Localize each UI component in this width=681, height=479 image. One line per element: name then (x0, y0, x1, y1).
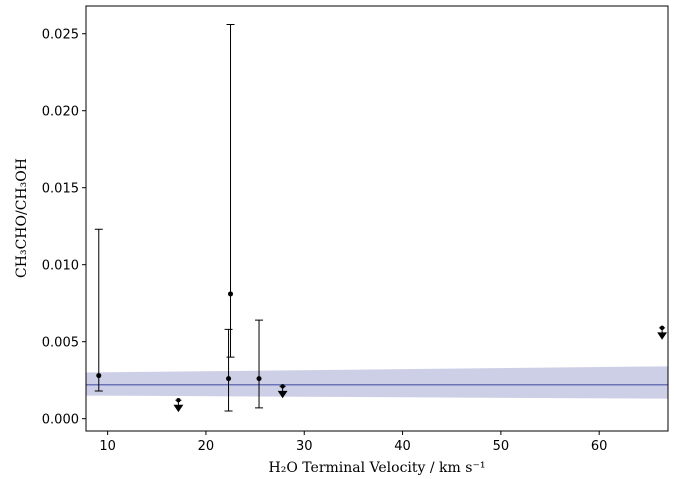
data-point (228, 291, 234, 297)
y-tick-label: 0.000 (42, 413, 79, 428)
fit-band (86, 366, 668, 399)
error-bar (255, 319, 264, 409)
y-tick-label: 0.005 (42, 336, 79, 351)
x-tick-label: 40 (394, 439, 411, 454)
upper-limit-point (659, 325, 665, 331)
x-tick-label: 30 (296, 439, 313, 454)
x-tick-label: 60 (591, 439, 608, 454)
y-tick-label: 0.015 (42, 182, 79, 197)
x-axis-label: H₂O Terminal Velocity / km s⁻¹ (269, 460, 486, 476)
x-tick-label: 20 (198, 439, 215, 454)
error-bar (94, 228, 103, 392)
y-axis-label: CH₃CHO/CH₃OH (14, 158, 30, 278)
plot-frame (85, 5, 669, 432)
data-point (256, 376, 262, 382)
error-bar (226, 23, 235, 358)
data-point (226, 376, 232, 382)
upper-limit-point (280, 384, 285, 389)
error-bar (224, 328, 233, 412)
x-tick-label: 50 (493, 439, 510, 454)
data-point (96, 373, 102, 379)
x-tick-label: 10 (99, 439, 116, 454)
y-tick-label: 0.025 (42, 28, 79, 43)
y-tick-label: 0.020 (42, 105, 79, 120)
upper-limit-point (176, 398, 181, 403)
y-tick-label: 0.010 (42, 259, 79, 274)
